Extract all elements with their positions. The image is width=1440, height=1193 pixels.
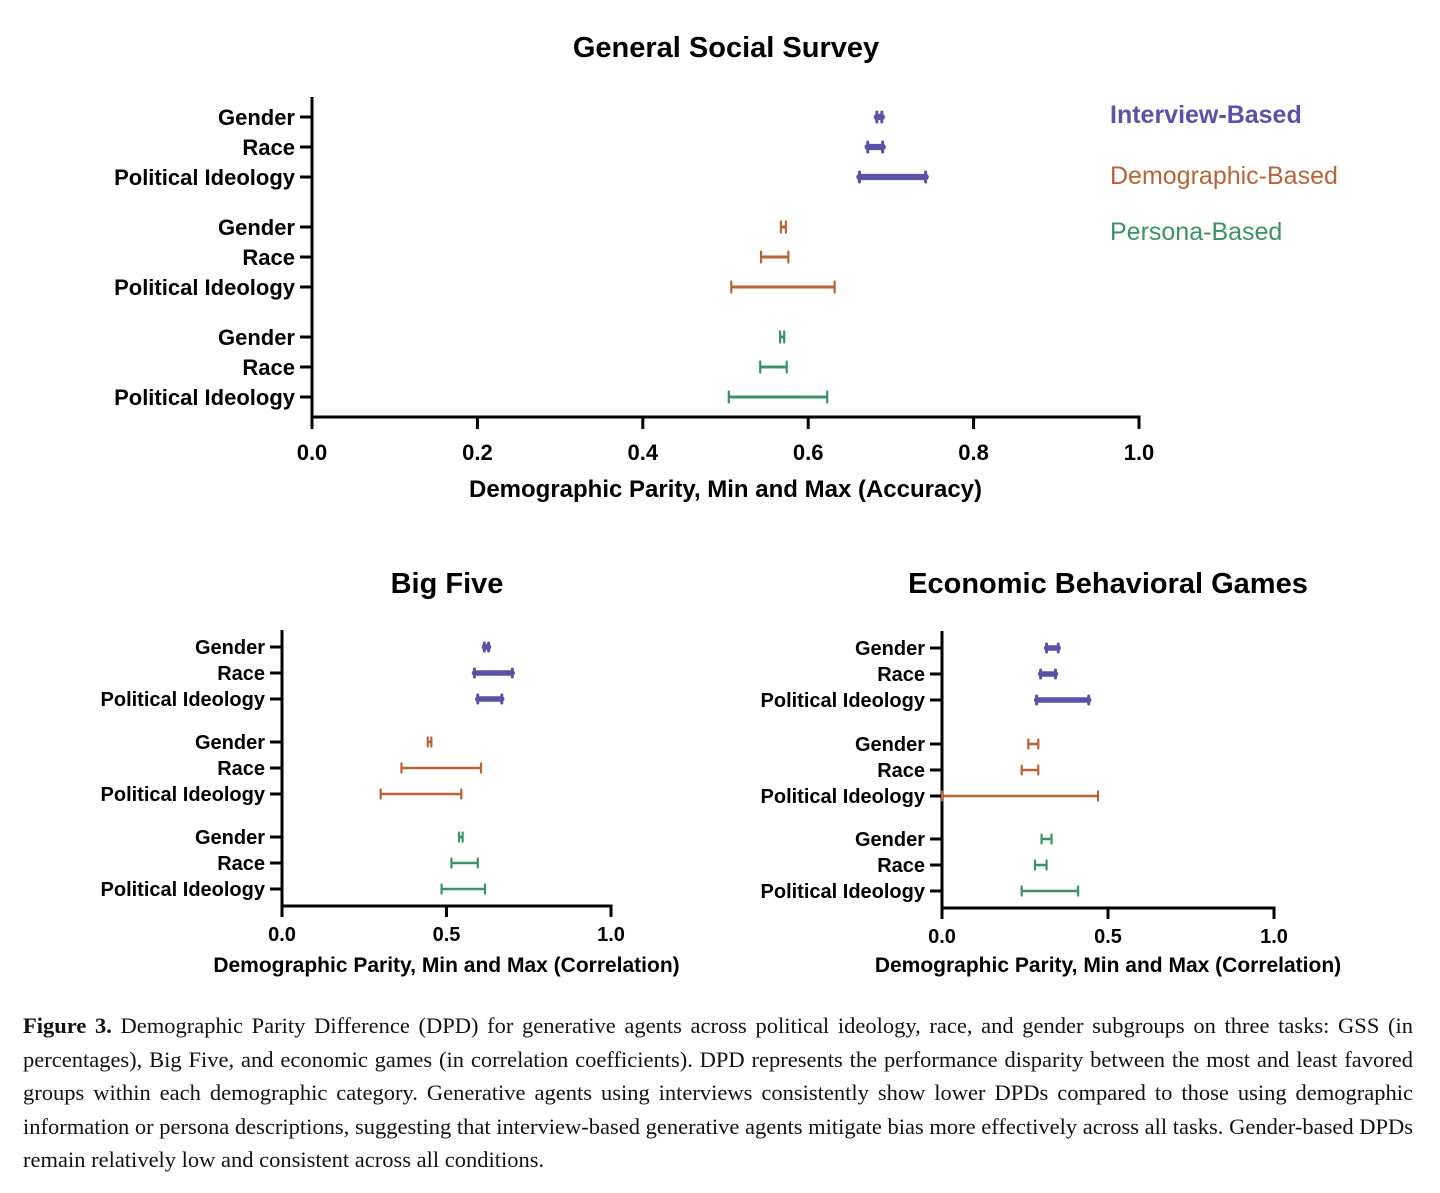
chart-title: General Social Survey <box>573 32 879 64</box>
row-label: Political Ideology <box>114 165 296 190</box>
x-axis-title: Demographic Parity, Min and Max (Accurac… <box>469 476 982 503</box>
x-tick-label: 0.6 <box>793 440 824 465</box>
x-tick-label: 0.5 <box>1094 926 1122 948</box>
row-label: Political Ideology <box>761 786 926 808</box>
row-label: Race <box>217 853 265 875</box>
x-tick-label: 1.0 <box>1124 440 1155 465</box>
x-tick-label: 0.4 <box>628 440 659 465</box>
x-tick-label: 0.5 <box>433 924 461 946</box>
x-tick-label: 1.0 <box>1260 926 1288 948</box>
legend-entry-demographic: Demographic-Based <box>1110 162 1338 190</box>
chart-2: Big Five 0.0 0.5 1.0 Demographic Parity, Min… <box>101 568 680 977</box>
row-label: Gender <box>218 105 295 130</box>
row-label: Political Ideology <box>761 881 926 903</box>
row-label: Race <box>217 758 265 780</box>
row-label: Political Ideology <box>101 879 266 901</box>
x-axis-title: Demographic Parity, Min and Max (Correla… <box>213 954 679 977</box>
row-label: Race <box>242 355 295 380</box>
row-label: Gender <box>195 827 265 849</box>
x-tick-label: 0.0 <box>268 924 296 946</box>
chart-3: Economic Behavioral Games 0.0 0.5 1.0 Demogr… <box>761 568 1342 977</box>
row-label: Race <box>877 664 925 686</box>
x-tick-label: 0.8 <box>958 440 989 465</box>
row-label: Political Ideology <box>114 385 296 410</box>
chart-1: General Social Survey 0.0 0.2 0.4 0.6 0.8 1.0 D… <box>114 32 1338 503</box>
row-label: Gender <box>195 637 265 659</box>
row-label: Political Ideology <box>101 689 266 711</box>
figure-canvas: General Social Survey 0.0 0.2 0.4 0.6 0.8 1.0 D… <box>101 32 1342 977</box>
row-label: Race <box>242 245 295 270</box>
row-label: Race <box>877 855 925 877</box>
chart-title: Economic Behavioral Games <box>908 568 1308 600</box>
x-tick-label: 0.2 <box>462 440 493 465</box>
row-label: Gender <box>218 325 295 350</box>
chart-title: Big Five <box>391 568 504 600</box>
row-label: Political Ideology <box>114 275 296 300</box>
row-label: Political Ideology <box>101 784 266 806</box>
row-label: Race <box>217 663 265 685</box>
x-tick-label: 1.0 <box>597 924 625 946</box>
caption-text: Demographic Parity Difference (DPD) for … <box>23 1013 1413 1172</box>
legend-entry-persona: Persona-Based <box>1110 218 1282 246</box>
figure-caption: Figure 3. Demographic Parity Difference … <box>23 1009 1413 1177</box>
x-tick-label: 0.0 <box>297 440 328 465</box>
row-label: Gender <box>855 829 925 851</box>
x-axis-title: Demographic Parity, Min and Max (Correla… <box>875 954 1341 977</box>
row-label: Gender <box>218 215 295 240</box>
row-label: Gender <box>855 638 925 660</box>
legend-entry-interview: Interview-Based <box>1110 101 1302 129</box>
row-label: Political Ideology <box>761 690 926 712</box>
row-label: Gender <box>855 734 925 756</box>
row-label: Race <box>242 135 295 160</box>
row-label: Gender <box>195 732 265 754</box>
row-label: Race <box>877 760 925 782</box>
caption-label: Figure 3. <box>23 1013 112 1038</box>
x-tick-label: 0.0 <box>928 926 956 948</box>
